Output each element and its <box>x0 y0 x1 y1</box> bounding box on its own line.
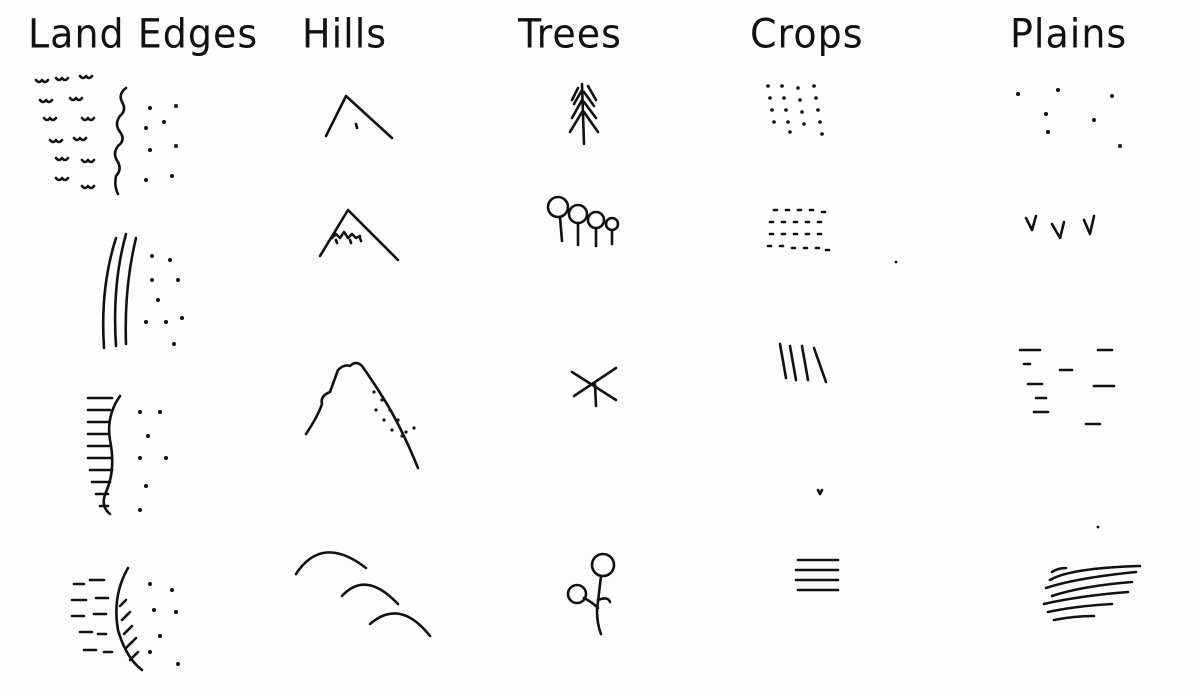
plains-windswept-lines-symbol <box>1042 564 1142 622</box>
column-title-plains: Plains <box>1010 10 1128 58</box>
land-edge-marsh-symbol <box>34 74 178 196</box>
crop-slanted-lines-symbol <box>778 342 828 384</box>
hill-simple-peak-symbol <box>324 94 394 140</box>
land-edge-cliff-symbol <box>101 232 184 350</box>
column-title-trees: Trees <box>518 10 622 58</box>
hill-rugged-peak-symbol <box>304 361 420 470</box>
column-title-land-edges: Land Edges <box>28 10 259 58</box>
tree-conifer-symbol <box>568 82 600 146</box>
paper-specks <box>816 260 1100 529</box>
tree-deciduous-group-symbol <box>546 195 620 248</box>
hill-rolling-arcs-symbol <box>294 551 432 638</box>
land-edge-bank-symbol <box>70 566 180 672</box>
column-title-hills: Hills <box>302 10 388 58</box>
plains-dashes-symbol <box>1018 348 1116 426</box>
plains-grass-tufts-symbol <box>1024 214 1096 240</box>
land-edge-shore-symbol <box>86 394 168 516</box>
crop-dotted-rows-symbol <box>766 84 824 136</box>
crop-dot-grid-symbol <box>766 208 831 252</box>
hill-snowcap-peak-symbol <box>318 208 400 262</box>
column-title-crops: Crops <box>750 10 864 58</box>
tree-orchard-symbol <box>566 552 616 636</box>
crop-horizontal-rows-symbol <box>794 558 840 592</box>
plains-scattered-dots-symbol <box>1016 88 1122 148</box>
tree-palm-star-symbol <box>570 366 618 408</box>
